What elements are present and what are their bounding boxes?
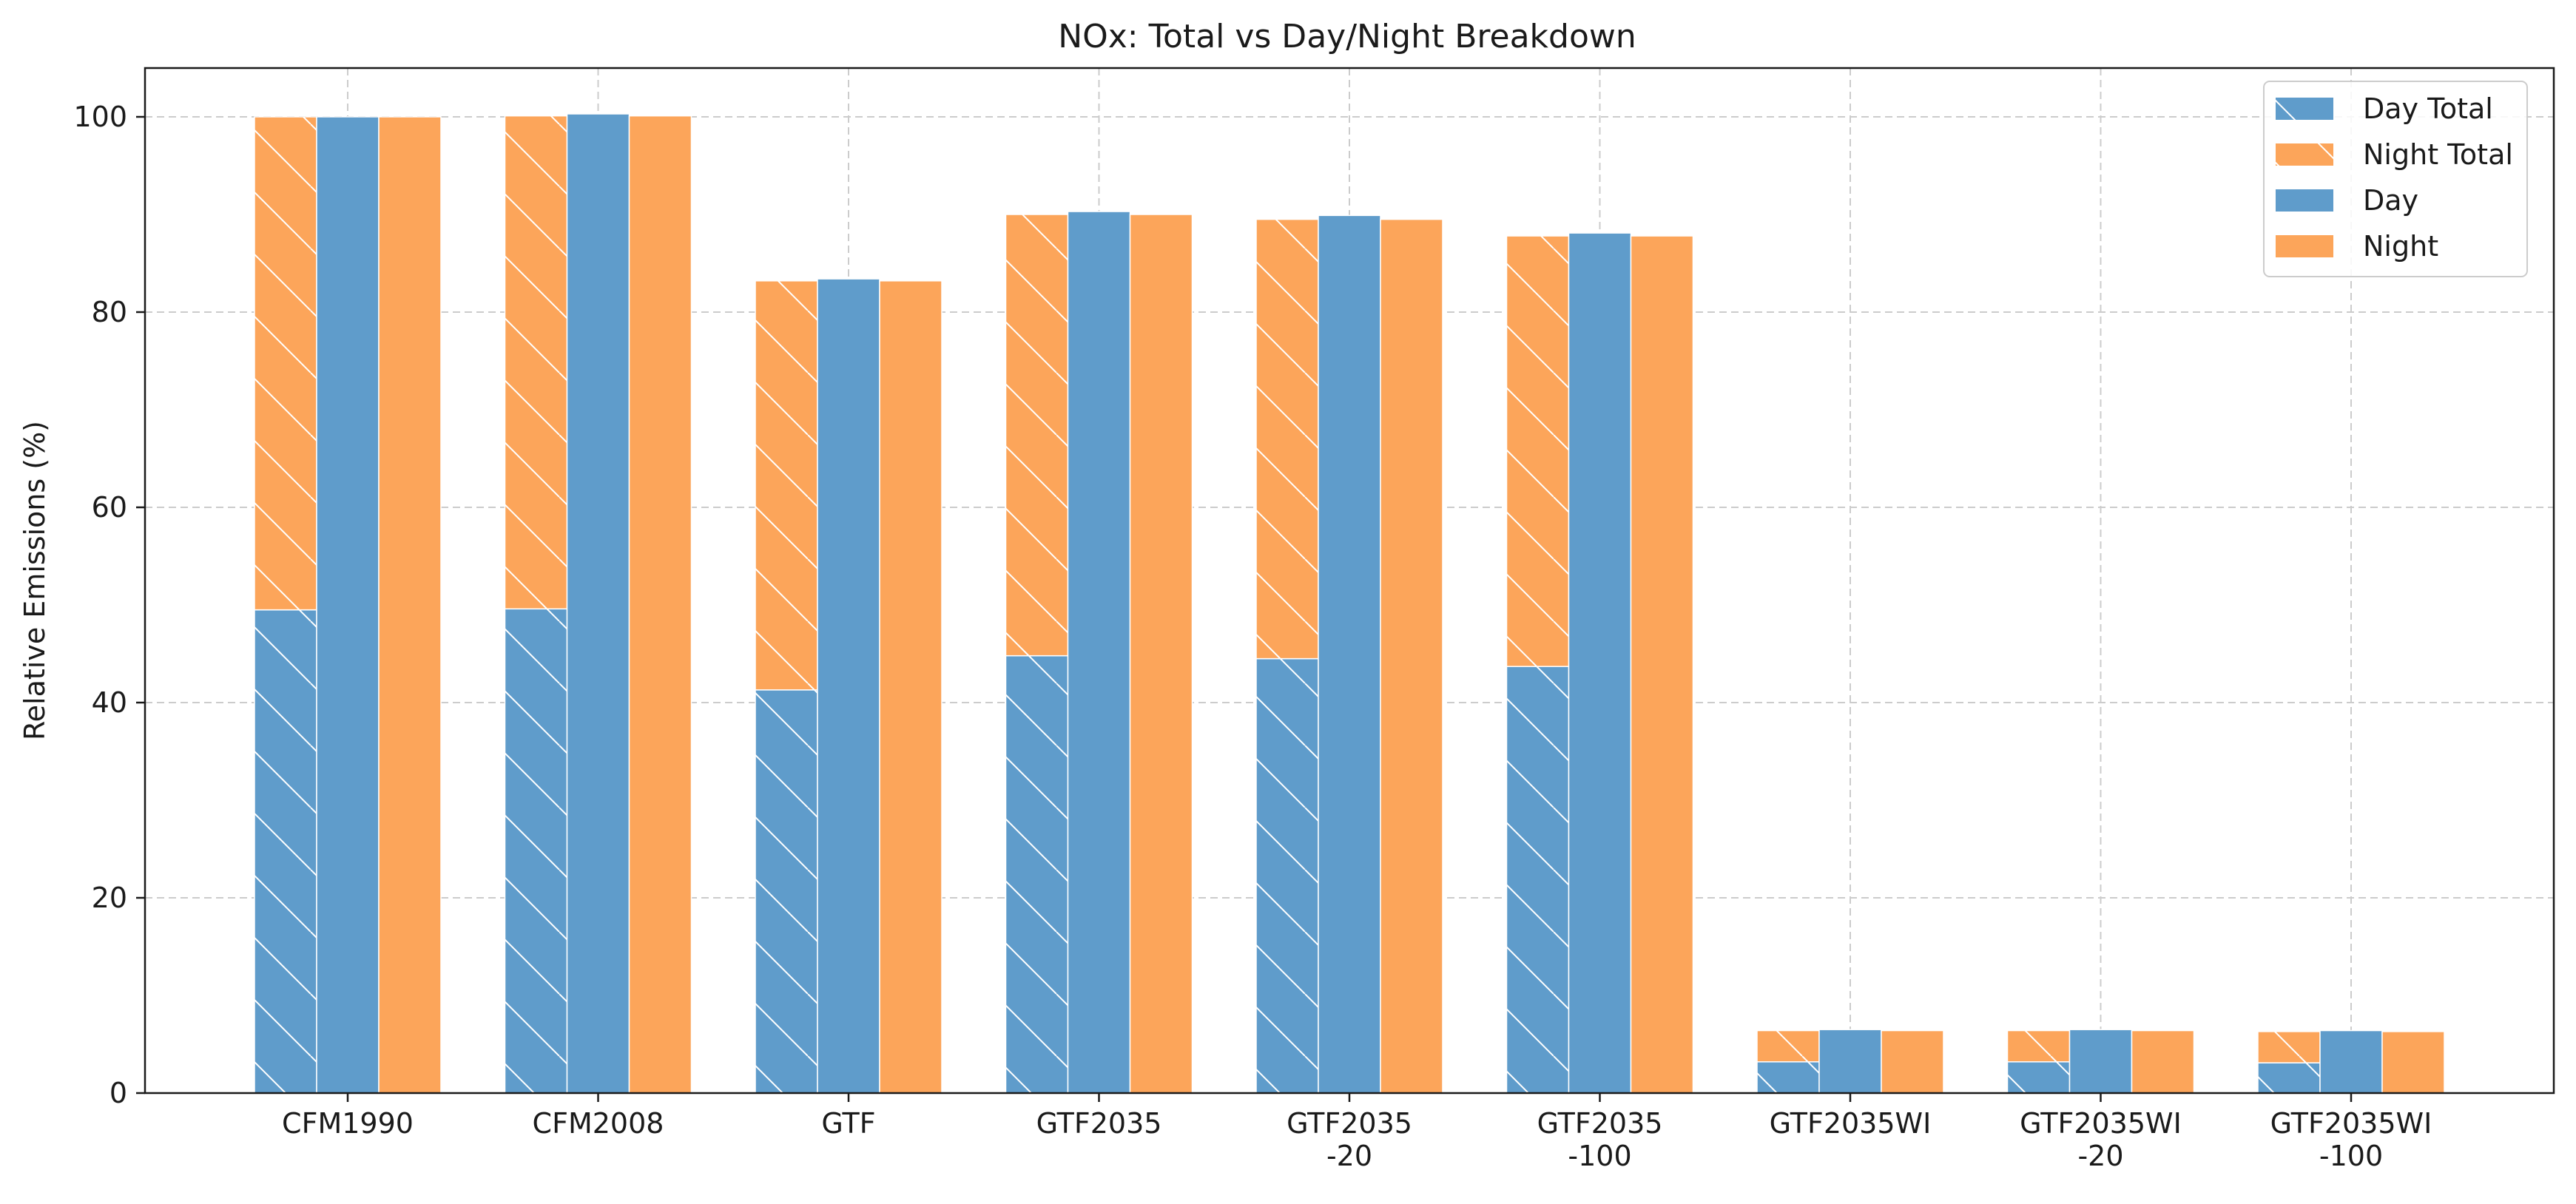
bar-day-total-hatch-1	[505, 609, 567, 1093]
bar-day-1	[566, 113, 630, 1094]
bar-day-total-hatch-3	[1005, 655, 1068, 1093]
bar-day-total-hatch-5	[1506, 666, 1569, 1093]
y-tick-label-80: 80	[92, 296, 127, 328]
y-axis-label: Relative Emissions (%)	[18, 421, 51, 740]
legend-swatch-3	[2276, 235, 2333, 257]
y-tick-label-20: 20	[92, 882, 127, 914]
bar-night-total-hatch-0	[254, 117, 317, 610]
bar-night-5	[1630, 235, 1694, 1094]
y-tick-label-60: 60	[92, 491, 127, 524]
x-axis-ticks: CFM1990 CFM2008 GTF GTF2035 GTF2035-20GTF203…	[282, 1093, 2432, 1172]
legend-label-0: Day Total	[2363, 92, 2493, 125]
y-axis-ticks: 0 20 40 60 80 100	[73, 101, 145, 1109]
legend: Day Total Night Total Day Night	[2263, 81, 2528, 277]
x-tick-label-8-0: GTF2035WI	[2270, 1107, 2432, 1140]
bar-night-total-hatch-1	[505, 115, 567, 609]
bar-day-total-hatch-8	[2258, 1063, 2320, 1093]
bar-day-total-hatch-0	[254, 609, 317, 1093]
x-tick-label-3-0: GTF2035	[1036, 1107, 1162, 1140]
bar-night-4	[1380, 218, 1443, 1094]
bar-night-total-hatch-4	[1256, 219, 1318, 659]
y-tick-label-40: 40	[92, 686, 127, 719]
bar-day-5	[1568, 232, 1632, 1094]
bar-day-0	[316, 116, 380, 1094]
legend-label-2: Day	[2363, 184, 2418, 217]
bar-night-total-hatch-2	[755, 280, 817, 690]
legend-label-3: Night	[2363, 230, 2438, 263]
bar-night-total-hatch-8	[2258, 1031, 2320, 1063]
bar-night-8	[2381, 1031, 2445, 1094]
bar-day-7	[2068, 1029, 2133, 1094]
y-tick-label-0: 0	[109, 1077, 127, 1109]
legend-swatch-hatch-0	[2276, 98, 2333, 120]
x-tick-label-5-0: GTF2035	[1537, 1107, 1663, 1140]
bar-night-1	[628, 115, 692, 1094]
x-tick-label-6-0: GTF2035WI	[1770, 1107, 1932, 1140]
bar-day-8	[2319, 1029, 2383, 1094]
x-tick-label-2-0: GTF	[821, 1107, 875, 1140]
bar-night-2	[879, 280, 943, 1094]
legend-swatch-2	[2276, 189, 2333, 212]
x-tick-label-1-0: CFM2008	[533, 1107, 664, 1140]
chart-title: NOx: Total vs Day/Night Breakdown	[1058, 18, 1636, 55]
bar-night-7	[2131, 1029, 2195, 1094]
x-tick-label-7-0: GTF2035WI	[2020, 1107, 2182, 1140]
x-tick-label-4-1: -20	[1326, 1140, 1372, 1172]
bar-day-total-hatch-2	[755, 689, 817, 1093]
bar-night-total-hatch-3	[1005, 214, 1068, 656]
bar-day-3	[1067, 211, 1131, 1094]
bar-day-total-hatch-7	[2007, 1061, 2070, 1093]
x-tick-label-8-1: -100	[2319, 1140, 2383, 1172]
bar-day-total-hatch-6	[1757, 1061, 1819, 1093]
legend-box	[2263, 81, 2528, 277]
bars	[254, 113, 2445, 1094]
bar-night-6	[1881, 1029, 1944, 1094]
bar-day-total-hatch-4	[1256, 658, 1318, 1093]
x-tick-label-4-0: GTF2035	[1287, 1107, 1412, 1140]
bar-day-4	[1318, 214, 1381, 1094]
bar-night-0	[378, 116, 442, 1094]
y-tick-label-100: 100	[73, 101, 127, 133]
x-tick-label-7-1: -20	[2077, 1140, 2123, 1172]
bar-night-total-hatch-7	[2007, 1030, 2070, 1062]
bar-night-total-hatch-5	[1506, 236, 1569, 667]
x-tick-label-0-0: CFM1990	[282, 1107, 414, 1140]
bar-night-3	[1129, 214, 1193, 1094]
legend-swatch-hatch-1	[2276, 143, 2333, 166]
bar-day-6	[1818, 1029, 1882, 1094]
x-tick-label-5-1: -100	[1568, 1140, 1631, 1172]
bar-day-2	[817, 278, 880, 1094]
legend-label-1: Night Total	[2363, 138, 2513, 171]
bar-night-total-hatch-6	[1757, 1030, 1819, 1062]
